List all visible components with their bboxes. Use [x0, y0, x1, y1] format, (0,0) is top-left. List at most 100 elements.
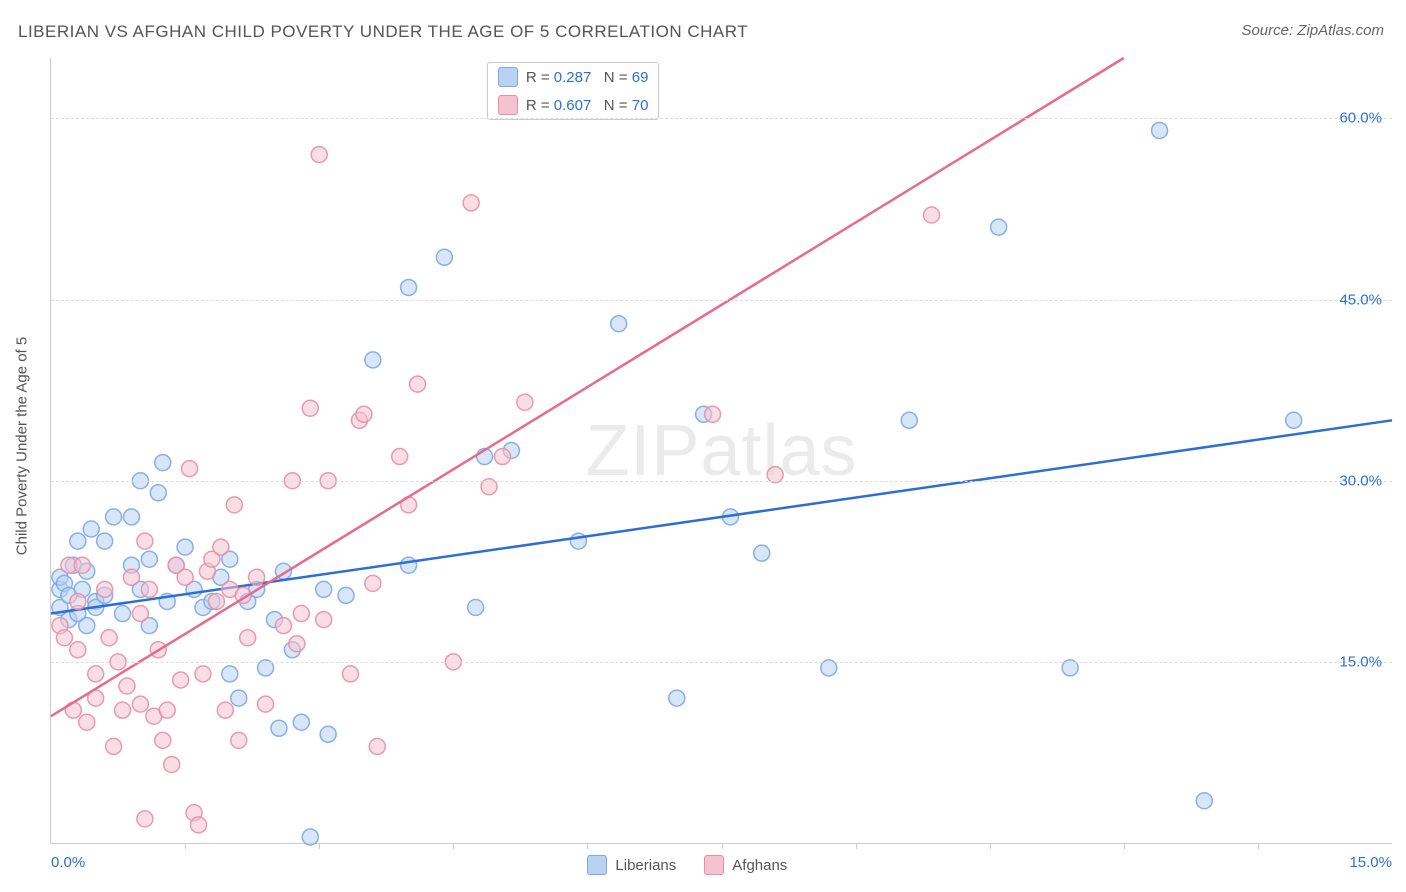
data-point — [106, 509, 122, 525]
x-axis-max-label: 15.0% — [1349, 854, 1392, 871]
x-tick — [185, 843, 186, 849]
data-point — [56, 630, 72, 646]
data-point — [182, 461, 198, 477]
data-point — [342, 666, 358, 682]
correlation-stats-box: R = 0.287 N = 69 R = 0.607 N = 70 — [487, 62, 660, 120]
data-point — [195, 666, 211, 682]
data-point — [302, 400, 318, 416]
legend-item: Liberians — [587, 855, 676, 875]
data-point — [1196, 793, 1212, 809]
chart-container: LIBERIAN VS AFGHAN CHILD POVERTY UNDER T… — [0, 0, 1406, 892]
chart-title: LIBERIAN VS AFGHAN CHILD POVERTY UNDER T… — [18, 22, 748, 42]
data-point — [88, 666, 104, 682]
y-axis-title: Child Poverty Under the Age of 5 — [14, 337, 31, 555]
data-point — [316, 612, 332, 628]
gridline — [51, 662, 1392, 663]
data-point — [991, 219, 1007, 235]
data-point — [115, 702, 131, 718]
gridline — [51, 481, 1392, 482]
data-point — [123, 569, 139, 585]
data-point — [70, 533, 86, 549]
data-point — [137, 533, 153, 549]
data-point — [316, 581, 332, 597]
x-tick — [453, 843, 454, 849]
plot-area: ZIPatlas R = 0.287 N = 69R = 0.607 N = 7… — [50, 58, 1392, 844]
legend-label: Afghans — [732, 857, 787, 874]
data-point — [141, 551, 157, 567]
x-tick — [722, 843, 723, 849]
data-point — [74, 557, 90, 573]
y-tick-label: 15.0% — [1339, 653, 1382, 670]
stats-text: R = 0.287 N = 69 — [526, 69, 649, 86]
data-point — [213, 539, 229, 555]
data-point — [115, 606, 131, 622]
data-point — [150, 485, 166, 501]
data-point — [70, 642, 86, 658]
legend-swatch — [587, 855, 607, 875]
data-point — [137, 811, 153, 827]
data-point — [924, 207, 940, 223]
gridline — [51, 118, 1392, 119]
data-point — [97, 533, 113, 549]
data-point — [191, 817, 207, 833]
data-point — [79, 618, 95, 634]
data-point — [271, 720, 287, 736]
data-point — [517, 394, 533, 410]
gridline — [51, 300, 1392, 301]
legend-swatch — [704, 855, 724, 875]
data-point — [231, 732, 247, 748]
x-tick — [587, 843, 588, 849]
data-point — [208, 593, 224, 609]
data-point — [289, 636, 305, 652]
stats-row: R = 0.607 N = 70 — [488, 91, 659, 119]
data-point — [249, 569, 265, 585]
stats-row: R = 0.287 N = 69 — [488, 63, 659, 91]
data-point — [705, 406, 721, 422]
stats-text: R = 0.607 N = 70 — [526, 97, 649, 114]
data-point — [754, 545, 770, 561]
data-point — [101, 630, 117, 646]
data-point — [177, 569, 193, 585]
series-swatch — [498, 95, 518, 115]
data-point — [164, 757, 180, 773]
x-tick — [319, 843, 320, 849]
data-point — [226, 497, 242, 513]
data-point — [217, 702, 233, 718]
data-point — [320, 726, 336, 742]
data-point — [123, 509, 139, 525]
y-tick-label: 30.0% — [1339, 472, 1382, 489]
data-point — [231, 690, 247, 706]
data-point — [155, 732, 171, 748]
data-point — [141, 581, 157, 597]
data-point — [311, 147, 327, 163]
data-point — [173, 672, 189, 688]
data-point — [463, 195, 479, 211]
data-point — [392, 449, 408, 465]
data-point — [1152, 122, 1168, 138]
legend: Liberians Afghans — [587, 855, 787, 875]
data-point — [275, 618, 291, 634]
data-point — [83, 521, 99, 537]
data-point — [401, 279, 417, 295]
x-tick — [856, 843, 857, 849]
x-tick — [1258, 843, 1259, 849]
x-tick — [990, 843, 991, 849]
data-point — [494, 449, 510, 465]
data-point — [240, 630, 256, 646]
data-point — [669, 690, 685, 706]
data-point — [106, 738, 122, 754]
data-point — [1286, 412, 1302, 428]
x-tick — [1124, 843, 1125, 849]
data-point — [97, 581, 113, 597]
legend-item: Afghans — [704, 855, 787, 875]
data-point — [293, 606, 309, 622]
data-point — [436, 249, 452, 265]
data-point — [70, 593, 86, 609]
data-point — [293, 714, 309, 730]
data-point — [356, 406, 372, 422]
data-point — [369, 738, 385, 754]
data-point — [611, 316, 627, 332]
data-point — [365, 575, 381, 591]
data-point — [79, 714, 95, 730]
data-point — [365, 352, 381, 368]
